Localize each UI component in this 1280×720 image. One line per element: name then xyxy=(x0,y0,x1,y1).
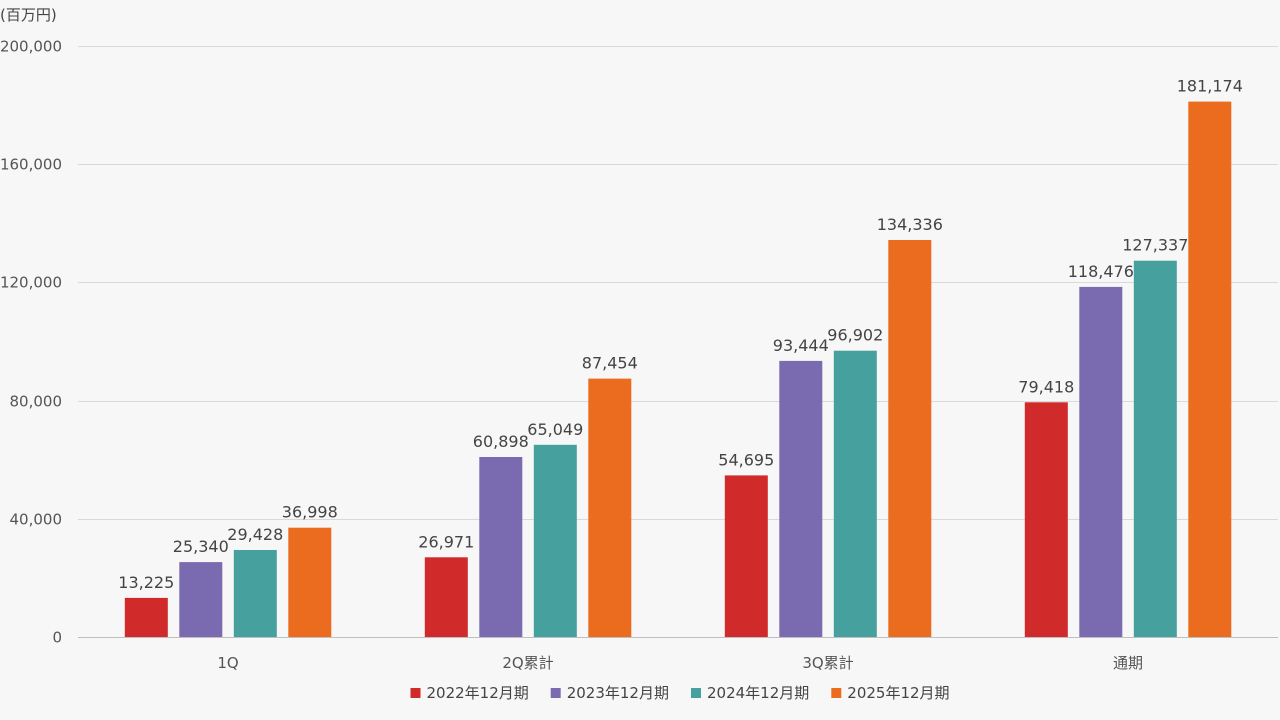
bar-2025年12月期-2q累計 xyxy=(588,378,632,637)
bar-2023年12月期-3q累計 xyxy=(779,360,823,637)
data-label: 13,225 xyxy=(118,573,174,592)
bar-2024年12月期-1q xyxy=(233,550,277,637)
legend-swatch xyxy=(410,688,421,698)
data-label: 65,049 xyxy=(527,420,583,439)
y-axis-ticks: 0 40,000 80,000 120,000 160,000 200,000 xyxy=(0,38,62,647)
bar-2022年12月期-3q累計 xyxy=(724,475,768,637)
legend-label: 2025年12月期 xyxy=(847,684,949,702)
data-label: 118,476 xyxy=(1068,262,1134,281)
y-tick-label: 120,000 xyxy=(0,274,62,292)
bar-2023年12月期-2q累計 xyxy=(479,457,523,637)
legend-item-2022年12月期: 2022年12月期 xyxy=(410,684,529,702)
legend-swatch xyxy=(550,688,561,698)
category-label: 1Q xyxy=(217,654,238,672)
x-axis-categories: 1Q 2Q累計 3Q累計 通期 xyxy=(217,654,1143,672)
y-tick-label: 0 xyxy=(52,629,62,647)
bar-2024年12月期-3q累計 xyxy=(833,350,877,637)
y-tick-label: 200,000 xyxy=(0,38,62,56)
data-label: 93,444 xyxy=(773,336,829,355)
data-label: 87,454 xyxy=(582,354,638,373)
data-label: 127,337 xyxy=(1122,236,1188,255)
legend: 2022年12月期 2023年12月期 2024年12月期 2025年12月期 xyxy=(410,684,950,702)
legend-item-2025年12月期: 2025年12月期 xyxy=(831,684,950,702)
category-label: 3Q累計 xyxy=(802,654,853,672)
bar-2022年12月期-2q累計 xyxy=(424,557,468,637)
category-label: 2Q累計 xyxy=(502,654,553,672)
legend-label: 2023年12月期 xyxy=(567,684,669,702)
legend-label: 2024年12月期 xyxy=(707,684,809,702)
bar-2025年12月期-通期 xyxy=(1188,101,1232,638)
category-label: 通期 xyxy=(1113,654,1143,672)
bar-2023年12月期-通期 xyxy=(1079,286,1123,637)
data-label: 36,998 xyxy=(282,503,338,522)
bar-2024年12月期-通期 xyxy=(1133,260,1177,637)
data-label: 25,340 xyxy=(173,537,229,556)
data-label: 26,971 xyxy=(418,532,474,551)
legend-swatch xyxy=(691,688,701,698)
data-label: 134,336 xyxy=(877,215,943,234)
data-label: 181,174 xyxy=(1177,77,1243,96)
data-label: 96,902 xyxy=(827,326,883,345)
data-label: 29,428 xyxy=(227,525,283,544)
data-label: 54,695 xyxy=(718,450,774,469)
bar-2024年12月期-2q累計 xyxy=(533,444,577,637)
legend-item-2023年12月期: 2023年12月期 xyxy=(550,684,669,702)
bar-2023年12月期-1q xyxy=(179,562,223,637)
bar-2022年12月期-通期 xyxy=(1024,402,1068,637)
unit-label: (百万円) xyxy=(0,6,57,24)
bar-2025年12月期-3q累計 xyxy=(888,240,932,637)
bar-2025年12月期-1q xyxy=(288,527,332,637)
y-tick-label: 160,000 xyxy=(0,156,62,174)
gridlines xyxy=(78,46,1278,638)
bar-2022年12月期-1q xyxy=(124,597,168,637)
y-tick-label: 80,000 xyxy=(10,393,63,411)
data-label: 79,418 xyxy=(1018,377,1074,396)
legend-label: 2022年12月期 xyxy=(427,684,529,702)
bars xyxy=(124,101,1232,638)
data-label: 60,898 xyxy=(473,432,529,451)
legend-item-2024年12月期: 2024年12月期 xyxy=(691,684,809,702)
y-tick-label: 40,000 xyxy=(10,511,63,529)
legend-swatch xyxy=(831,688,842,698)
